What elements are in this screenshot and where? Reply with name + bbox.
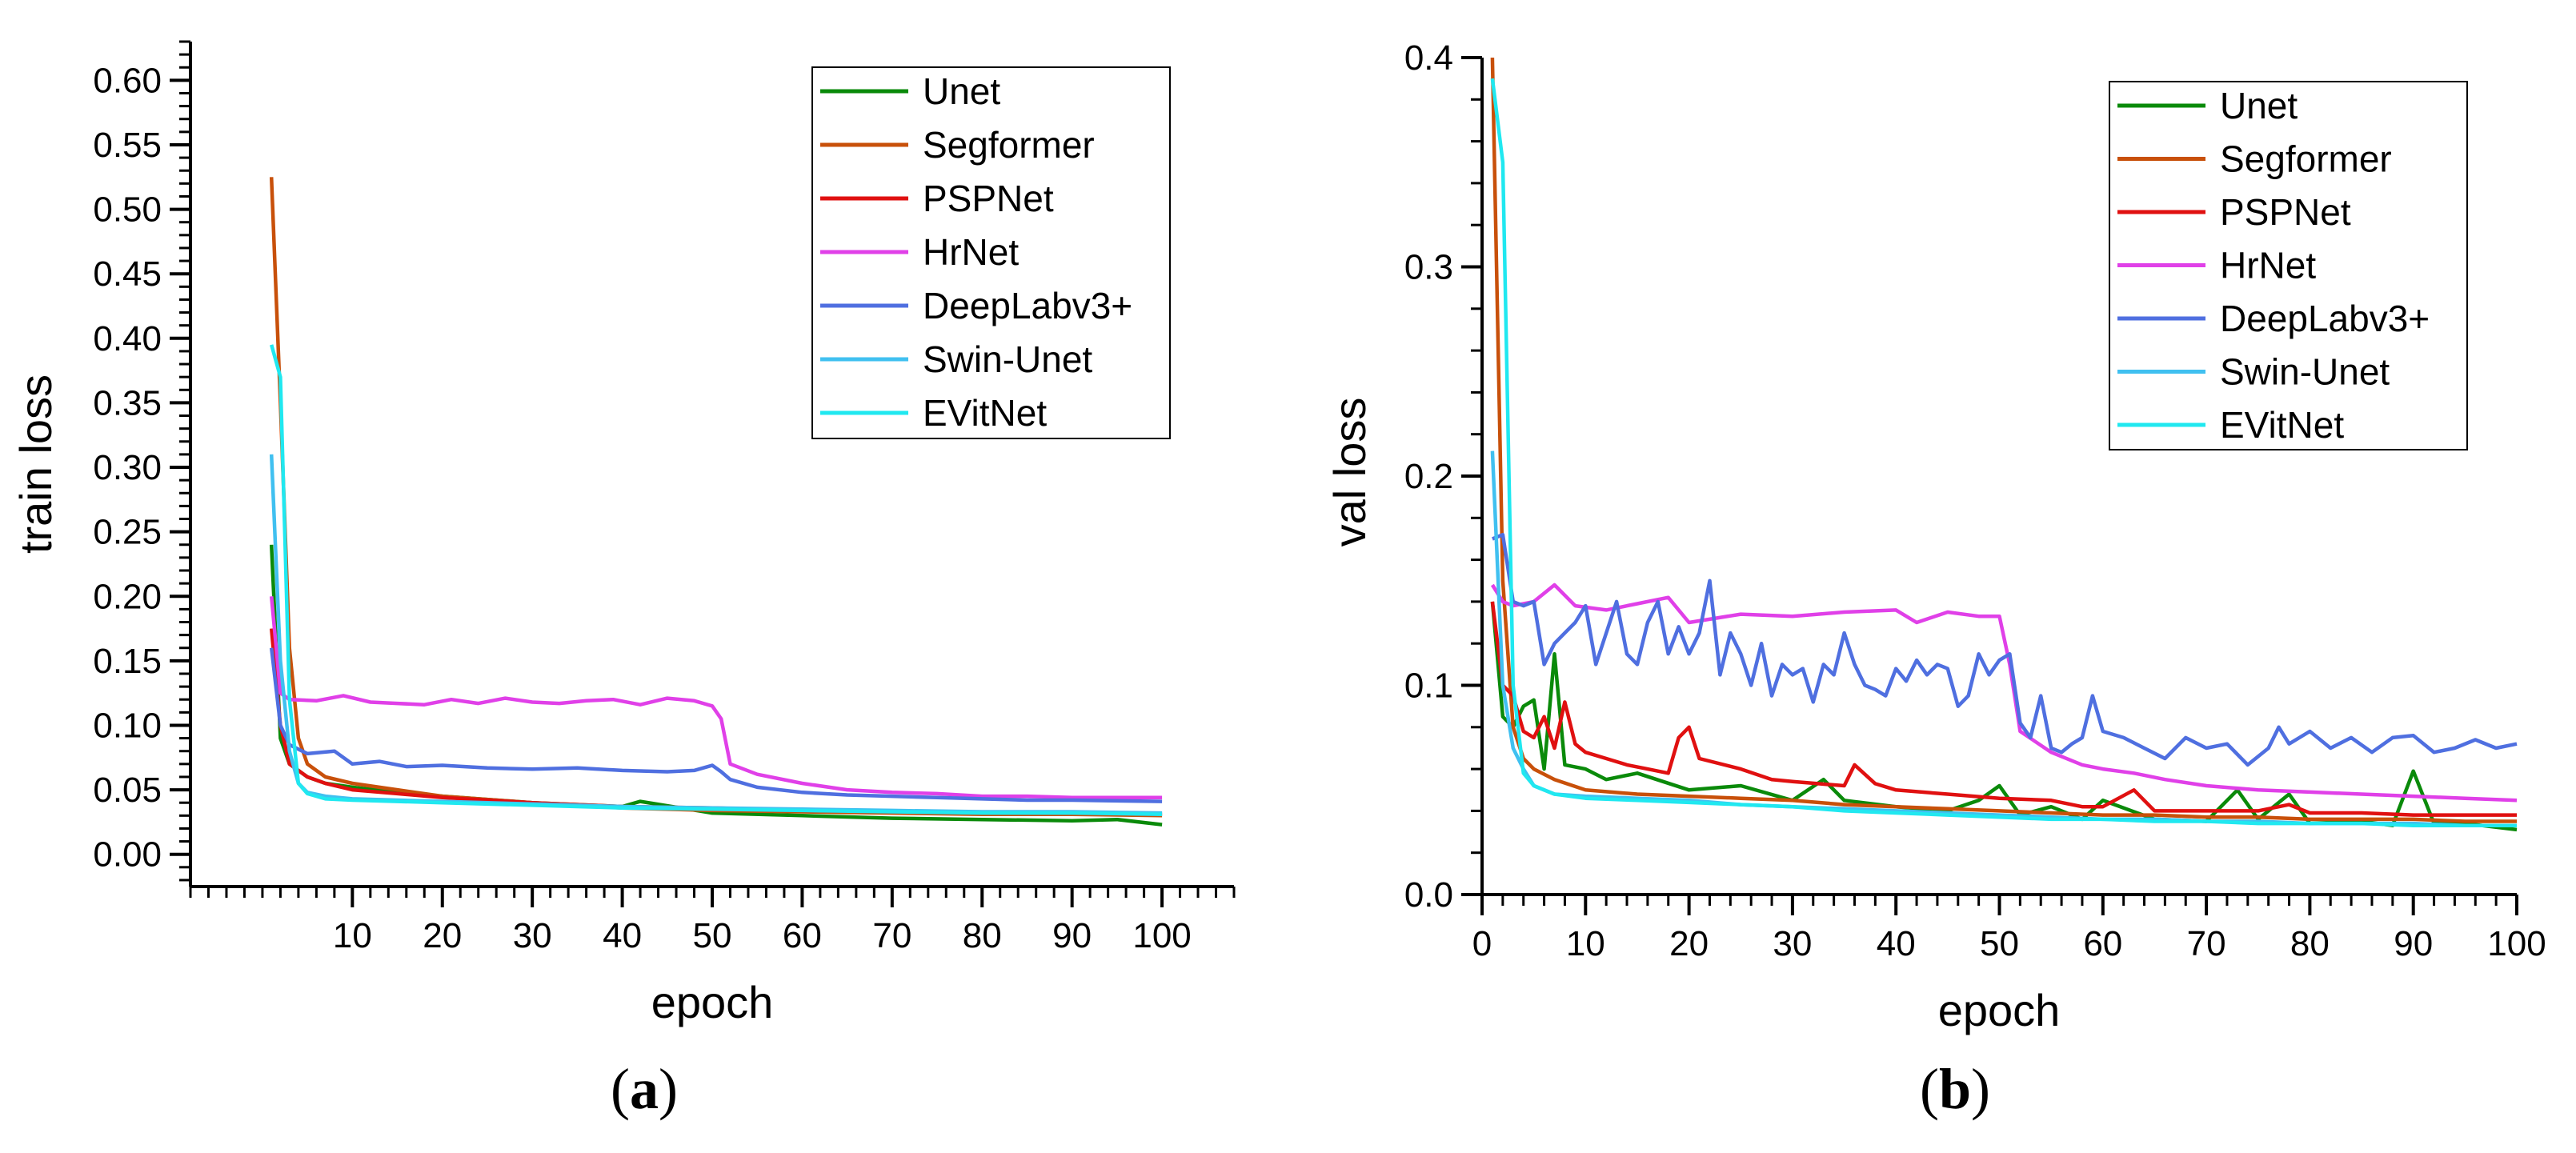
y-tick-label: 0.35 xyxy=(93,383,162,422)
legend-label-pspnet: PSPNet xyxy=(923,178,1054,219)
legend-label-swin-unet: Swin-Unet xyxy=(2220,351,2390,393)
x-tick-label: 40 xyxy=(1877,924,1916,963)
series-line-segformer xyxy=(1490,57,2517,823)
x-tick-label: 30 xyxy=(513,916,552,955)
x-tick-label: 70 xyxy=(2187,924,2226,963)
chart-b-legend: Unet Segformer PSPNet HrNet DeepLabv3+ Swin-U… xyxy=(2109,81,2468,450)
y-tick-label: 0.55 xyxy=(93,126,162,165)
y-tick-label: 0.30 xyxy=(93,448,162,487)
x-tick-label: 30 xyxy=(1773,924,1812,963)
series-line-evitnet xyxy=(270,344,1163,816)
chart-b-y-axis-title: val loss xyxy=(1324,398,1375,547)
series-line-pspnet xyxy=(269,628,1163,816)
y-tick-label: 0.0 xyxy=(1404,875,1453,915)
legend-label-hrnet: HrNet xyxy=(923,231,1019,273)
series-line-hrnet xyxy=(269,596,1163,800)
x-tick-label: 80 xyxy=(963,916,1002,955)
y-tick-label: 0.20 xyxy=(93,577,162,616)
x-tick-label: 90 xyxy=(1052,916,1092,955)
y-tick-label: 0.15 xyxy=(93,642,162,681)
legend-label-unet: Unet xyxy=(923,70,1000,112)
legend-label-deeplabv3: DeepLabv3+ xyxy=(2220,298,2430,339)
x-tick-label: 70 xyxy=(872,916,911,955)
y-tick-label: 0.4 xyxy=(1404,38,1453,78)
x-tick-label: 100 xyxy=(2487,924,2546,963)
x-tick-label: 100 xyxy=(1132,916,1191,955)
y-tick-label: 0.40 xyxy=(93,319,162,358)
x-tick-label: 90 xyxy=(2394,924,2433,963)
series-line-hrnet xyxy=(1490,583,2518,803)
series-line-deeplabv3 xyxy=(1492,532,2518,767)
chart-panel-b: 0 10 20 30 40 50 60 70 80 90 100 0.0 0.1 0.2 0.3 0.4 ep… xyxy=(1324,38,2546,1121)
legend-label-deeplabv3: DeepLabv3+ xyxy=(923,285,1132,326)
chart-a-panel-label: (a) xyxy=(611,1057,678,1121)
y-tick-label: 0.45 xyxy=(93,254,162,294)
legend-label-swin-unet: Swin-Unet xyxy=(923,338,1092,380)
x-tick-label: 20 xyxy=(423,916,462,955)
y-tick-label: 0.50 xyxy=(93,190,162,230)
series-line-unet xyxy=(269,544,1163,827)
chart-b-series xyxy=(1490,57,2518,832)
legend-label-hrnet: HrNet xyxy=(2220,245,2316,286)
chart-a-y-axis-title: train loss xyxy=(10,374,61,554)
x-tick-label: 10 xyxy=(333,916,372,955)
y-tick-label: 0.25 xyxy=(93,513,162,552)
series-line-swin-unet xyxy=(269,454,1163,815)
chart-b-panel-label: (b) xyxy=(1920,1057,1990,1121)
legend-label-segformer: Segformer xyxy=(2220,138,2392,180)
y-tick-label: 0.10 xyxy=(93,706,162,745)
x-tick-label: 50 xyxy=(693,916,732,955)
legend-label-evitnet: EVitNet xyxy=(923,392,1047,434)
x-tick-label: 80 xyxy=(2290,924,2330,963)
x-tick-label: 60 xyxy=(783,916,822,955)
y-tick-label: 0.2 xyxy=(1404,457,1453,496)
chart-panel-a: 10 20 30 40 50 60 70 80 90 100 0.00 0.05 0.10 0.15 0.2… xyxy=(10,40,1236,1121)
legend-label-unet: Unet xyxy=(2220,85,2298,126)
chart-b-x-axis-title: epoch xyxy=(1938,985,2061,1035)
y-tick-label: 0.3 xyxy=(1404,248,1453,287)
series-line-deeplabv3 xyxy=(269,647,1163,803)
y-tick-label: 0.1 xyxy=(1404,667,1453,706)
series-line-pspnet xyxy=(1490,601,2517,817)
x-tick-label: 40 xyxy=(603,916,642,955)
chart-a-ticks: 10 20 30 40 50 60 70 80 90 100 0.00 0.05 0.10 0.15 0.2… xyxy=(93,40,1236,955)
chart-a-legend: Unet Segformer PSPNet HrNet DeepLabv3+ Swin-U… xyxy=(811,66,1171,439)
chart-a-series xyxy=(269,177,1163,827)
y-tick-label: 0.05 xyxy=(93,771,162,810)
chart-a-x-axis-title: epoch xyxy=(651,977,774,1027)
x-tick-label: 10 xyxy=(1566,924,1605,963)
legend-label-segformer: Segformer xyxy=(923,124,1095,166)
x-tick-label: 50 xyxy=(1980,924,2019,963)
y-tick-label: 0.60 xyxy=(93,61,162,100)
legend-label-pspnet: PSPNet xyxy=(2220,191,2351,233)
y-tick-label: 0.00 xyxy=(93,835,162,875)
x-tick-label: 20 xyxy=(1669,924,1709,963)
legend-label-evitnet: EVitNet xyxy=(2220,404,2344,446)
x-tick-label: 0 xyxy=(1472,924,1492,963)
x-tick-label: 60 xyxy=(2083,924,2122,963)
chart-b-ticks: 0 10 20 30 40 50 60 70 80 90 100 0.0 0.1 0.2 0.3 0.4 xyxy=(1404,38,2546,963)
series-line-evitnet xyxy=(1490,78,2517,827)
